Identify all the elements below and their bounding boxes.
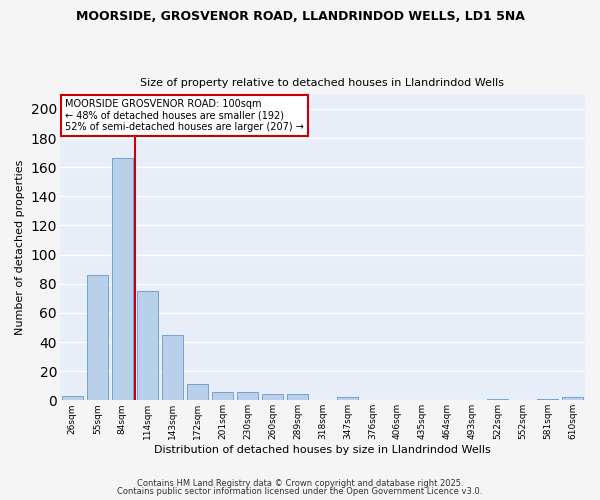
Bar xyxy=(162,334,183,400)
Bar xyxy=(487,399,508,400)
Bar xyxy=(112,158,133,400)
Bar xyxy=(262,394,283,400)
Bar xyxy=(562,398,583,400)
Bar xyxy=(212,392,233,400)
Bar xyxy=(337,398,358,400)
Text: Contains HM Land Registry data © Crown copyright and database right 2025.: Contains HM Land Registry data © Crown c… xyxy=(137,478,463,488)
Bar xyxy=(237,392,258,400)
Title: Size of property relative to detached houses in Llandrindod Wells: Size of property relative to detached ho… xyxy=(140,78,505,88)
Bar xyxy=(187,384,208,400)
Bar xyxy=(287,394,308,400)
Y-axis label: Number of detached properties: Number of detached properties xyxy=(15,160,25,335)
Bar xyxy=(87,275,108,400)
Text: MOORSIDE, GROSVENOR ROAD, LLANDRINDOD WELLS, LD1 5NA: MOORSIDE, GROSVENOR ROAD, LLANDRINDOD WE… xyxy=(76,10,524,23)
Bar xyxy=(137,291,158,401)
Text: MOORSIDE GROSVENOR ROAD: 100sqm
← 48% of detached houses are smaller (192)
52% o: MOORSIDE GROSVENOR ROAD: 100sqm ← 48% of… xyxy=(65,99,304,132)
Bar xyxy=(62,396,83,400)
Bar xyxy=(537,399,558,400)
X-axis label: Distribution of detached houses by size in Llandrindod Wells: Distribution of detached houses by size … xyxy=(154,445,491,455)
Text: Contains public sector information licensed under the Open Government Licence v3: Contains public sector information licen… xyxy=(118,487,482,496)
